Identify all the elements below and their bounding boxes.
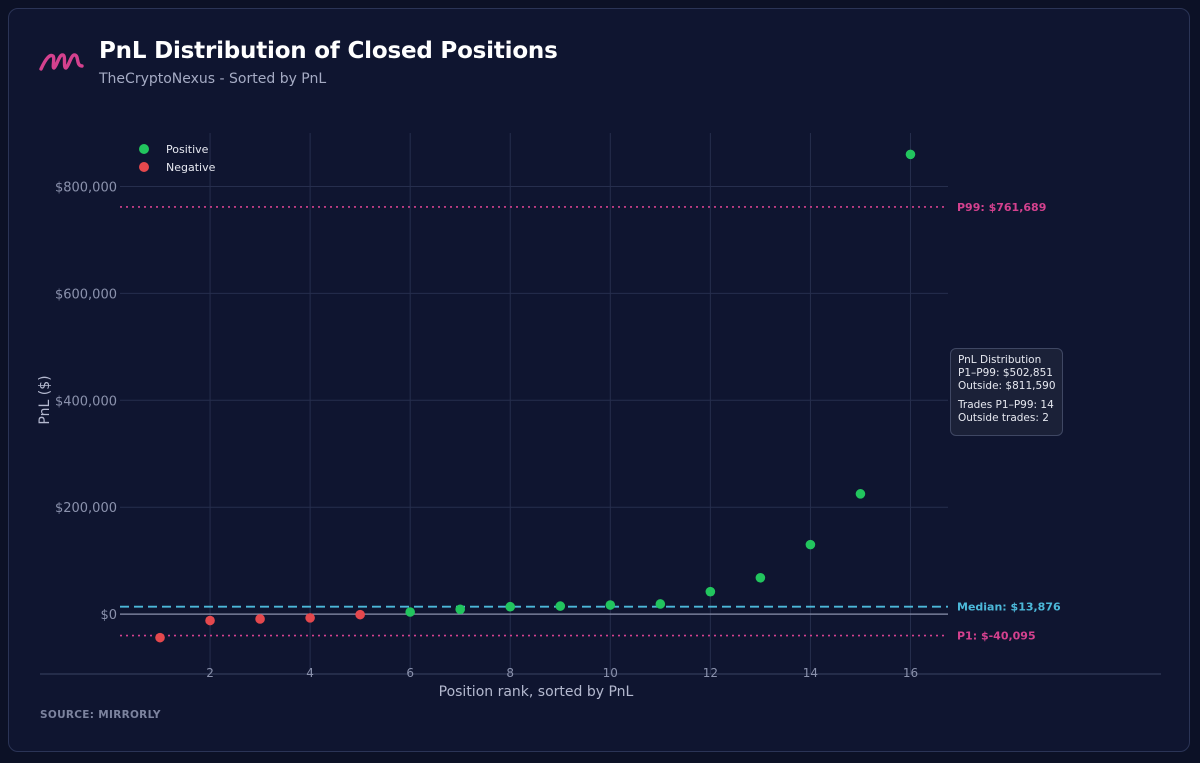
x-tick-label: 14 (803, 666, 818, 680)
positive-point (605, 600, 616, 610)
x-tick-label: 10 (603, 666, 618, 680)
x-tick-label: 2 (206, 666, 214, 680)
x-tick-label: 8 (506, 666, 514, 680)
negative-point (155, 632, 165, 643)
chart-title: PnL Distribution of Closed Positions (99, 38, 558, 64)
negative-point (305, 613, 315, 623)
tooltip-trades-outside: Outside trades: 2 (958, 412, 1049, 424)
distribution-tooltip: PnL Distribution P1–P99: $502,851 Outsid… (950, 348, 1063, 436)
legend-item-negative[interactable]: Negative (138, 158, 215, 176)
positive-point (805, 539, 816, 550)
positive-point (855, 489, 866, 499)
positive-point (405, 607, 415, 617)
x-tick-label: 16 (903, 666, 918, 680)
x-axis-title: Position rank, sorted by PnL (439, 684, 634, 700)
legend-positive-dot (139, 144, 149, 154)
reference-line-label: Median: $13,876 (957, 601, 1061, 614)
reference-line-label: P1: $-40,095 (957, 630, 1036, 643)
legend: Positive Negative (138, 140, 215, 176)
chart-subtitle: TheCryptoNexus - Sorted by PnL (99, 71, 327, 87)
tooltip-outside-value: Outside: $811,590 (958, 380, 1056, 392)
source-note: SOURCE: MIRRORLY (40, 709, 161, 721)
positive-point (455, 604, 466, 615)
y-axis-title: PnL ($) (37, 375, 53, 424)
y-tick-label: $800,000 (55, 180, 117, 195)
x-tick-label: 12 (703, 666, 718, 680)
negative-point (255, 614, 265, 624)
y-tick-label: $400,000 (55, 394, 117, 409)
positive-point (755, 572, 766, 583)
positive-point (505, 601, 516, 612)
positive-point (905, 149, 916, 160)
tooltip-range-value: P1–P99: $502,851 (958, 367, 1053, 379)
positive-point (555, 601, 566, 611)
y-tick-label: $200,000 (55, 501, 117, 516)
negative-point (205, 615, 215, 626)
tooltip-trades-range: Trades P1–P99: 14 (958, 399, 1054, 411)
negative-point (355, 609, 365, 620)
legend-positive-label: Positive (166, 142, 209, 156)
positive-point (655, 599, 666, 609)
x-tick-label: 4 (306, 666, 314, 680)
x-tick-label: 6 (406, 666, 414, 680)
y-tick-label: $600,000 (55, 287, 117, 302)
tooltip-title: PnL Distribution (958, 354, 1042, 366)
reference-line-label: P99: $761,689 (957, 201, 1046, 214)
y-tick-label: $0 (100, 608, 117, 623)
legend-item-positive[interactable]: Positive (138, 140, 215, 158)
positive-point (705, 586, 716, 597)
legend-negative-label: Negative (166, 160, 216, 174)
legend-negative-dot (139, 162, 149, 172)
scribble-m-logo-icon (39, 53, 84, 71)
